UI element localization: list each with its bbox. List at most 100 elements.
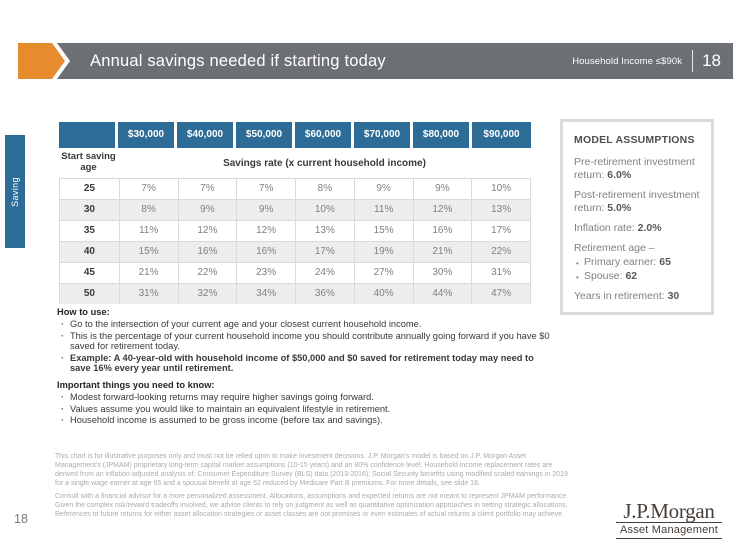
assumption-value: 2.0% xyxy=(637,222,662,234)
sidebar-tab-saving[interactable]: Saving xyxy=(5,135,25,248)
savings-rate-cell: 7% xyxy=(236,179,295,199)
jpmorgan-logo-subtitle: Asset Management xyxy=(616,523,722,539)
how-to-use-section: How to use: Go to the intersection of yo… xyxy=(57,307,551,374)
model-assumptions-box: MODEL ASSUMPTIONS Pre-retirement investm… xyxy=(560,119,714,315)
important-bullet: Modest forward-looking returns may requi… xyxy=(57,392,551,403)
savings-rate-cell: 16% xyxy=(412,221,472,241)
age-cell: 45 xyxy=(83,267,95,278)
header-bar: Annual savings needed if starting today … xyxy=(57,43,733,79)
savings-rate-cell: 9% xyxy=(236,200,295,220)
savings-rate-cell: 27% xyxy=(353,263,413,283)
header-right-group: Household Income ≤$90k 18 xyxy=(572,50,721,72)
jpmorgan-logo: J.P.Morgan Asset Management xyxy=(616,500,722,539)
assumption-value: 30 xyxy=(667,290,680,302)
savings-rate-cell: 7% xyxy=(177,179,237,199)
income-header-cell: $30,000 xyxy=(118,122,177,148)
important-section: Important things you need to know: Modes… xyxy=(57,380,551,426)
savings-rate-cell: 34% xyxy=(236,284,295,304)
assumption-label: Years in retirement: xyxy=(574,290,665,302)
assumption-primary-earner: Primary earner: 65 xyxy=(574,256,703,270)
important-bullet: Household income is assumed to be gross … xyxy=(57,415,551,426)
important-heading: Important things you need to know: xyxy=(57,380,215,390)
table-corner-cell xyxy=(59,122,118,148)
table-row: 35 11% 12% 12% 13% 15% 16% 17% xyxy=(59,220,531,241)
savings-rate-cell: 16% xyxy=(177,242,237,262)
savings-rate-cell: 10% xyxy=(471,179,530,199)
row-axis-label: Start saving age xyxy=(61,151,116,173)
savings-rate-cell: 19% xyxy=(353,242,413,262)
assumption-pre-retirement: Pre-retirement investment return: 6.0% xyxy=(574,156,703,182)
savings-rate-cell: 15% xyxy=(353,221,413,241)
assumption-label: Post-retirement investment return: xyxy=(574,189,700,214)
savings-rate-cell: 13% xyxy=(295,221,354,241)
income-header-cell: $60,000 xyxy=(295,122,354,148)
savings-rate-cell: 12% xyxy=(236,221,295,241)
sidebar-tab-label: Saving xyxy=(10,176,20,207)
jpmorgan-logo-wordmark: J.P.Morgan xyxy=(616,500,722,523)
savings-rate-table: $30,000 $40,000 $50,000 $60,000 $70,000 … xyxy=(59,122,531,304)
savings-rate-cell: 23% xyxy=(236,263,295,283)
age-cell: 35 xyxy=(83,225,95,236)
footer-disclaimer: This chart is for illustrative purposes … xyxy=(55,452,569,523)
header-arrow-icon xyxy=(18,43,65,79)
savings-rate-cell: 17% xyxy=(295,242,354,262)
table-row: 40 15% 16% 16% 17% 19% 21% 22% xyxy=(59,241,531,262)
column-group-label: Savings rate (x current household income… xyxy=(223,157,426,169)
table-row: 25 7% 7% 7% 8% 9% 9% 10% xyxy=(59,178,531,199)
savings-rate-cell: 16% xyxy=(236,242,295,262)
savings-rate-cell: 30% xyxy=(412,263,472,283)
assumption-years-in-retirement: Years in retirement: 30 xyxy=(574,290,703,303)
income-header-cell: $40,000 xyxy=(177,122,236,148)
savings-rate-cell: 12% xyxy=(412,200,472,220)
page-title: Annual savings needed if starting today xyxy=(90,51,386,70)
household-income-badge: Household Income ≤$90k xyxy=(572,55,683,67)
savings-rate-cell: 8% xyxy=(295,179,354,199)
savings-rate-cell: 15% xyxy=(118,242,178,262)
savings-rate-cell: 9% xyxy=(412,179,472,199)
savings-rate-cell: 31% xyxy=(471,263,530,283)
age-cell: 50 xyxy=(83,288,95,299)
assumption-value: 62 xyxy=(625,270,638,282)
savings-rate-cell: 44% xyxy=(412,284,472,304)
assumption-inflation: Inflation rate: 2.0% xyxy=(574,222,703,235)
assumption-value: 65 xyxy=(659,256,671,268)
savings-rate-cell: 9% xyxy=(353,179,413,199)
table-row: 45 21% 22% 23% 24% 27% 30% 31% xyxy=(59,262,531,283)
age-cell: 40 xyxy=(83,246,95,257)
savings-rate-cell: 11% xyxy=(118,221,178,241)
savings-rate-cell: 17% xyxy=(471,221,530,241)
savings-rate-cell: 10% xyxy=(295,200,354,220)
assumption-post-retirement: Post-retirement investment return: 5.0% xyxy=(574,189,703,215)
savings-rate-cell: 31% xyxy=(118,284,178,304)
disclaimer-paragraph-1: This chart is for illustrative purposes … xyxy=(55,453,568,487)
assumption-label: Retirement age – xyxy=(574,242,655,254)
how-to-use-list: Go to the intersection of your current a… xyxy=(57,319,551,374)
savings-rate-cell: 11% xyxy=(353,200,413,220)
income-header-cell: $50,000 xyxy=(236,122,295,148)
important-bullet: Values assume you would like to maintain… xyxy=(57,404,551,415)
important-list: Modest forward-looking returns may requi… xyxy=(57,392,551,426)
income-header-cell: $70,000 xyxy=(354,122,413,148)
age-cell: 25 xyxy=(83,183,95,194)
table-header-row: $30,000 $40,000 $50,000 $60,000 $70,000 … xyxy=(59,122,531,148)
savings-rate-cell: 40% xyxy=(353,284,413,304)
savings-rate-cell: 8% xyxy=(118,200,178,220)
age-cell: 30 xyxy=(83,204,95,215)
how-to-use-bullet: Go to the intersection of your current a… xyxy=(57,319,551,330)
table-subheader-row: Start saving age Savings rate (x current… xyxy=(59,148,531,178)
assumption-value: 6.0% xyxy=(607,169,632,181)
income-header-cell: $80,000 xyxy=(413,122,472,148)
assumption-label: Inflation rate: xyxy=(574,222,635,234)
assumption-retirement-age: Retirement age – xyxy=(574,242,703,255)
disclaimer-paragraph-2: Consult with a financial advisor for a m… xyxy=(55,493,569,518)
savings-rate-cell: 24% xyxy=(295,263,354,283)
how-to-use-bullet: This is the percentage of your current h… xyxy=(57,331,551,352)
income-header-cell: $90,000 xyxy=(472,122,531,148)
header-divider xyxy=(692,50,694,72)
savings-rate-cell: 22% xyxy=(471,242,530,262)
assumption-value: 5.0% xyxy=(607,202,632,214)
assumption-spouse: Spouse: 62 xyxy=(574,270,703,284)
assumption-label: Primary earner: xyxy=(584,256,657,268)
savings-rate-cell: 21% xyxy=(118,263,178,283)
